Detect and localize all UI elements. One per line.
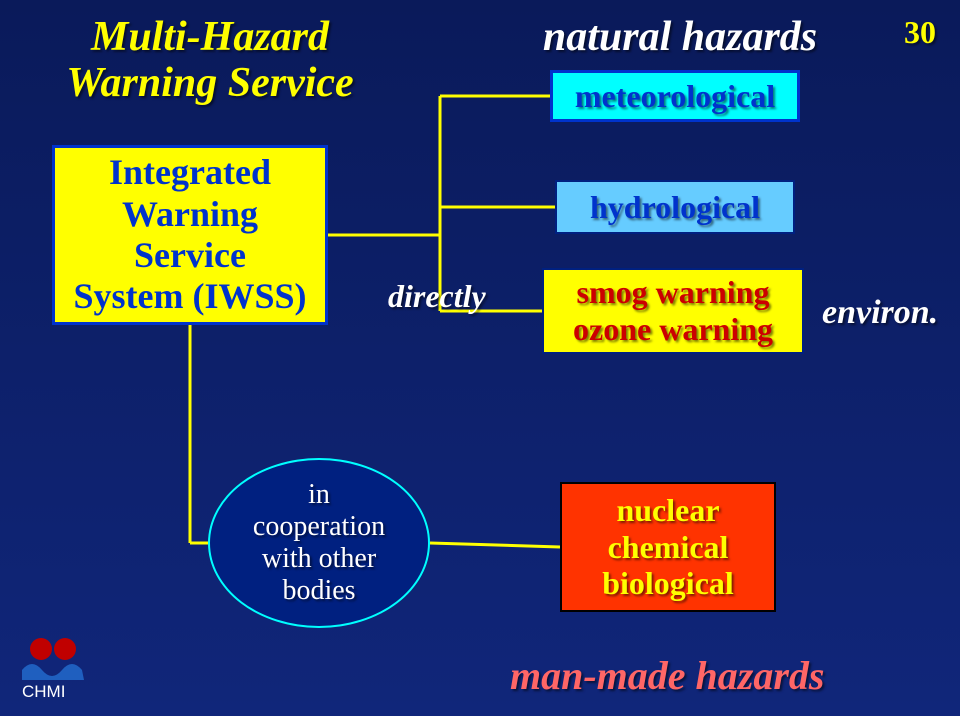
hydrological-box: hydrological (555, 180, 795, 234)
smog-line2: ozone warning (573, 311, 773, 348)
iwss-line1: Integrated (109, 152, 271, 193)
chmi-wave-icon (22, 656, 84, 680)
chmi-logo (22, 638, 84, 680)
chmi-label: CHMI (22, 682, 65, 702)
meteorological-box: meteorological (550, 70, 800, 122)
iwss-line3: Service (134, 235, 246, 276)
nuclear-line1: nuclear (616, 492, 719, 529)
hydrological-text: hydrological (590, 189, 760, 226)
iwss-box: Integrated Warning Service System (IWSS) (52, 145, 328, 325)
page-number: 30 (904, 14, 936, 51)
coop-line2: cooperation (253, 511, 385, 543)
title-multi-hazard: Multi-Hazard Warning Service (40, 14, 380, 106)
title-natural-hazards: natural hazards (490, 14, 870, 60)
cooperation-ellipse: in cooperation with other bodies (208, 458, 430, 628)
man-made-label: man-made hazards (510, 652, 825, 699)
coop-line3: with other (262, 543, 376, 575)
meteorological-text: meteorological (575, 78, 775, 115)
nuclear-line2: chemical (608, 529, 729, 566)
connector-lines (0, 0, 960, 716)
coop-line1: in (308, 479, 330, 511)
smog-ozone-box: smog warning ozone warning (542, 268, 804, 354)
title-line1: Multi-Hazard (91, 14, 329, 60)
coop-line4: bodies (282, 575, 355, 607)
smog-line1: smog warning (577, 274, 770, 311)
nuclear-box: nuclear chemical biological (560, 482, 776, 612)
environ-label: environ. (822, 294, 938, 332)
iwss-line2: Warning (122, 194, 258, 235)
nuclear-line3: biological (602, 565, 734, 602)
title-line2: Warning Service (66, 60, 353, 106)
directly-label: directly (388, 278, 486, 315)
iwss-line4: System (IWSS) (73, 276, 306, 317)
slide-root: 30 Multi-Hazard Warning Service natural … (0, 0, 960, 716)
